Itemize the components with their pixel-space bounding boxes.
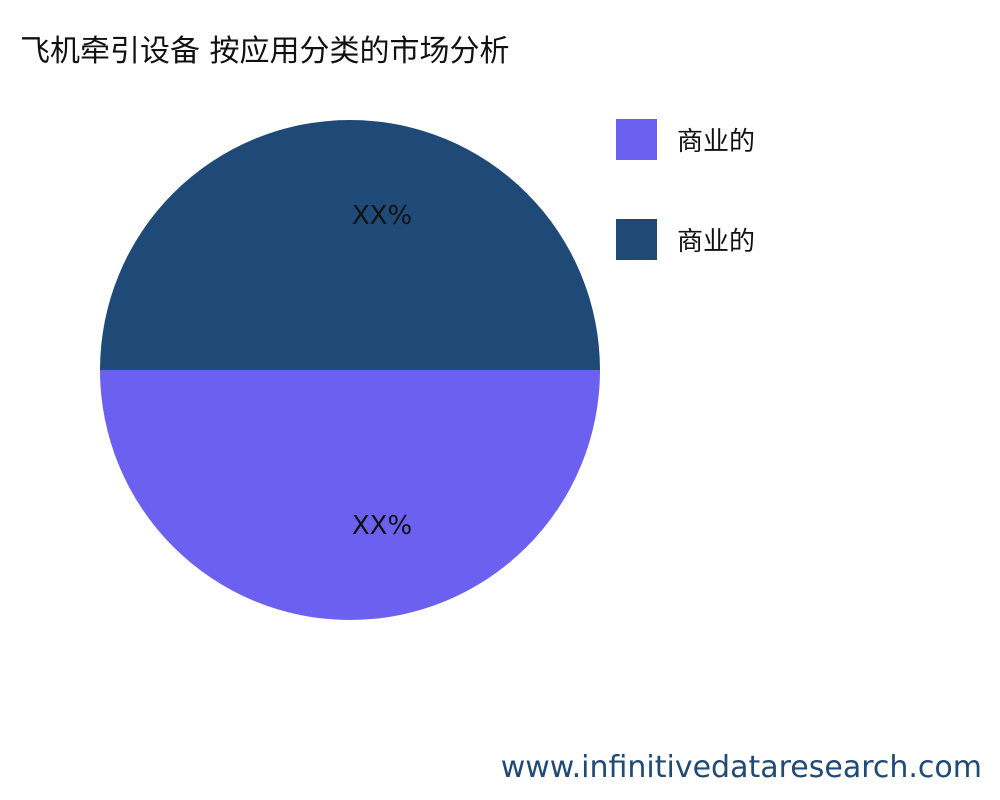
legend-label: 商业的 — [677, 127, 756, 157]
slice-label: XX% — [352, 511, 412, 541]
legend-label: 商业的 — [677, 227, 756, 257]
legend-swatch — [616, 219, 657, 260]
pie-slice — [100, 370, 600, 620]
legend-swatch — [616, 119, 657, 160]
pie-slice — [100, 120, 600, 370]
legend-item: 商业的 — [616, 219, 755, 260]
legend-item: 商业的 — [616, 119, 755, 160]
slice-label: XX% — [352, 201, 412, 231]
chart-title: 飞机牵引设备 按应用分类的市场分析 — [20, 34, 510, 69]
watermark: www.infinitivedataresearch.com — [500, 750, 982, 785]
